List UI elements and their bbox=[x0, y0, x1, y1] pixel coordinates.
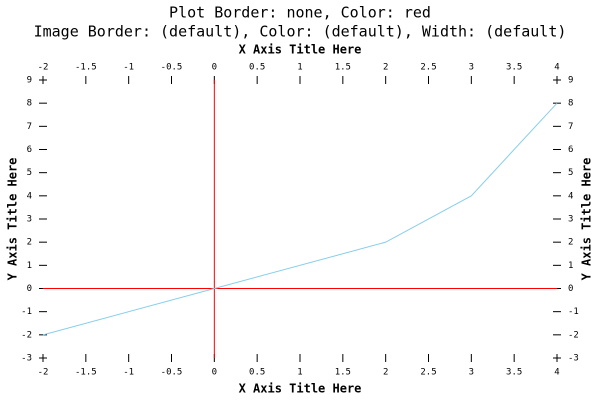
x-tick-label-bottom: 0 bbox=[212, 368, 217, 378]
x-tick-label-top: 4 bbox=[554, 63, 559, 73]
y-tick-label-right: 6 bbox=[568, 145, 573, 155]
y-tick-label-right: 2 bbox=[568, 238, 573, 248]
x-tick-label-top: 3.5 bbox=[506, 63, 522, 73]
x-tick-label-bottom: -0.5 bbox=[161, 368, 183, 378]
y-tick-label-right: 4 bbox=[568, 191, 573, 201]
y-tick-label-right: 3 bbox=[568, 215, 573, 225]
x-tick-label-top: 0.5 bbox=[249, 63, 265, 73]
x-tick-label-top: 0 bbox=[212, 63, 217, 73]
x-tick-label-bottom: 2 bbox=[383, 368, 388, 378]
y-tick-label-left: 1 bbox=[27, 261, 32, 271]
x-tick-label-bottom: -1 bbox=[123, 368, 134, 378]
y-tick-label-right: -1 bbox=[568, 307, 579, 317]
chart-title: Plot Border: none, Color: red bbox=[169, 4, 431, 22]
x-tick-label-bottom: -1.5 bbox=[75, 368, 97, 378]
y-tick-label-left: -1 bbox=[21, 307, 32, 317]
x-tick-label-top: 1 bbox=[297, 63, 302, 73]
y-tick-label-right: -2 bbox=[568, 330, 579, 340]
x-tick-label-top: -1 bbox=[123, 63, 134, 73]
y-tick-label-right: 7 bbox=[568, 122, 573, 132]
y-tick-label-left: 7 bbox=[27, 122, 32, 132]
y-tick-label-left: 8 bbox=[27, 99, 32, 109]
y-tick-label-left: 9 bbox=[27, 76, 32, 86]
x-tick-label-bottom: 0.5 bbox=[249, 368, 265, 378]
x-tick-label-top: 2.5 bbox=[420, 63, 436, 73]
x-tick-label-bottom: 2.5 bbox=[420, 368, 436, 378]
y-tick-label-right: 8 bbox=[568, 99, 573, 109]
y-tick-label-right: 5 bbox=[568, 168, 573, 178]
x-tick-label-bottom: 1 bbox=[297, 368, 302, 378]
x-tick-label-top: 3 bbox=[469, 63, 474, 73]
y-tick-label-left: 5 bbox=[27, 168, 32, 178]
x-axis-title-top: X Axis Title Here bbox=[239, 43, 362, 57]
y-tick-label-left: 4 bbox=[27, 191, 32, 201]
y-tick-label-right: 0 bbox=[568, 284, 573, 294]
x-axis-title-bottom: X Axis Title Here bbox=[239, 382, 362, 396]
x-tick-label-top: -0.5 bbox=[161, 63, 183, 73]
y-axis-title-right: Y Axis Title Here bbox=[580, 158, 594, 281]
x-tick-label-bottom: -2 bbox=[38, 368, 49, 378]
y-tick-label-right: 1 bbox=[568, 261, 573, 271]
x-tick-label-top: 2 bbox=[383, 63, 388, 73]
y-tick-label-left: 0 bbox=[27, 284, 32, 294]
y-tick-label-left: -3 bbox=[21, 354, 32, 364]
x-tick-label-bottom: 3 bbox=[469, 368, 474, 378]
y-axis-title-left: Y Axis Title Here bbox=[6, 158, 20, 281]
data-line bbox=[42, 102, 558, 336]
y-tick-label-left: -2 bbox=[21, 330, 32, 340]
y-tick-label-right: -3 bbox=[568, 354, 579, 364]
y-tick-label-left: 3 bbox=[27, 215, 32, 225]
y-tick-label-right: 9 bbox=[568, 76, 573, 86]
x-tick-label-top: -1.5 bbox=[75, 63, 97, 73]
x-tick-label-bottom: 1.5 bbox=[335, 368, 351, 378]
x-tick-label-top: -2 bbox=[38, 63, 49, 73]
y-tick-label-left: 2 bbox=[27, 238, 32, 248]
x-tick-label-bottom: 4 bbox=[554, 368, 559, 378]
y-tick-label-left: 6 bbox=[27, 145, 32, 155]
x-tick-label-bottom: 3.5 bbox=[506, 368, 522, 378]
x-tick-label-top: 1.5 bbox=[335, 63, 351, 73]
chart-subtitle: Image Border: (default), Color: (default… bbox=[34, 23, 567, 41]
